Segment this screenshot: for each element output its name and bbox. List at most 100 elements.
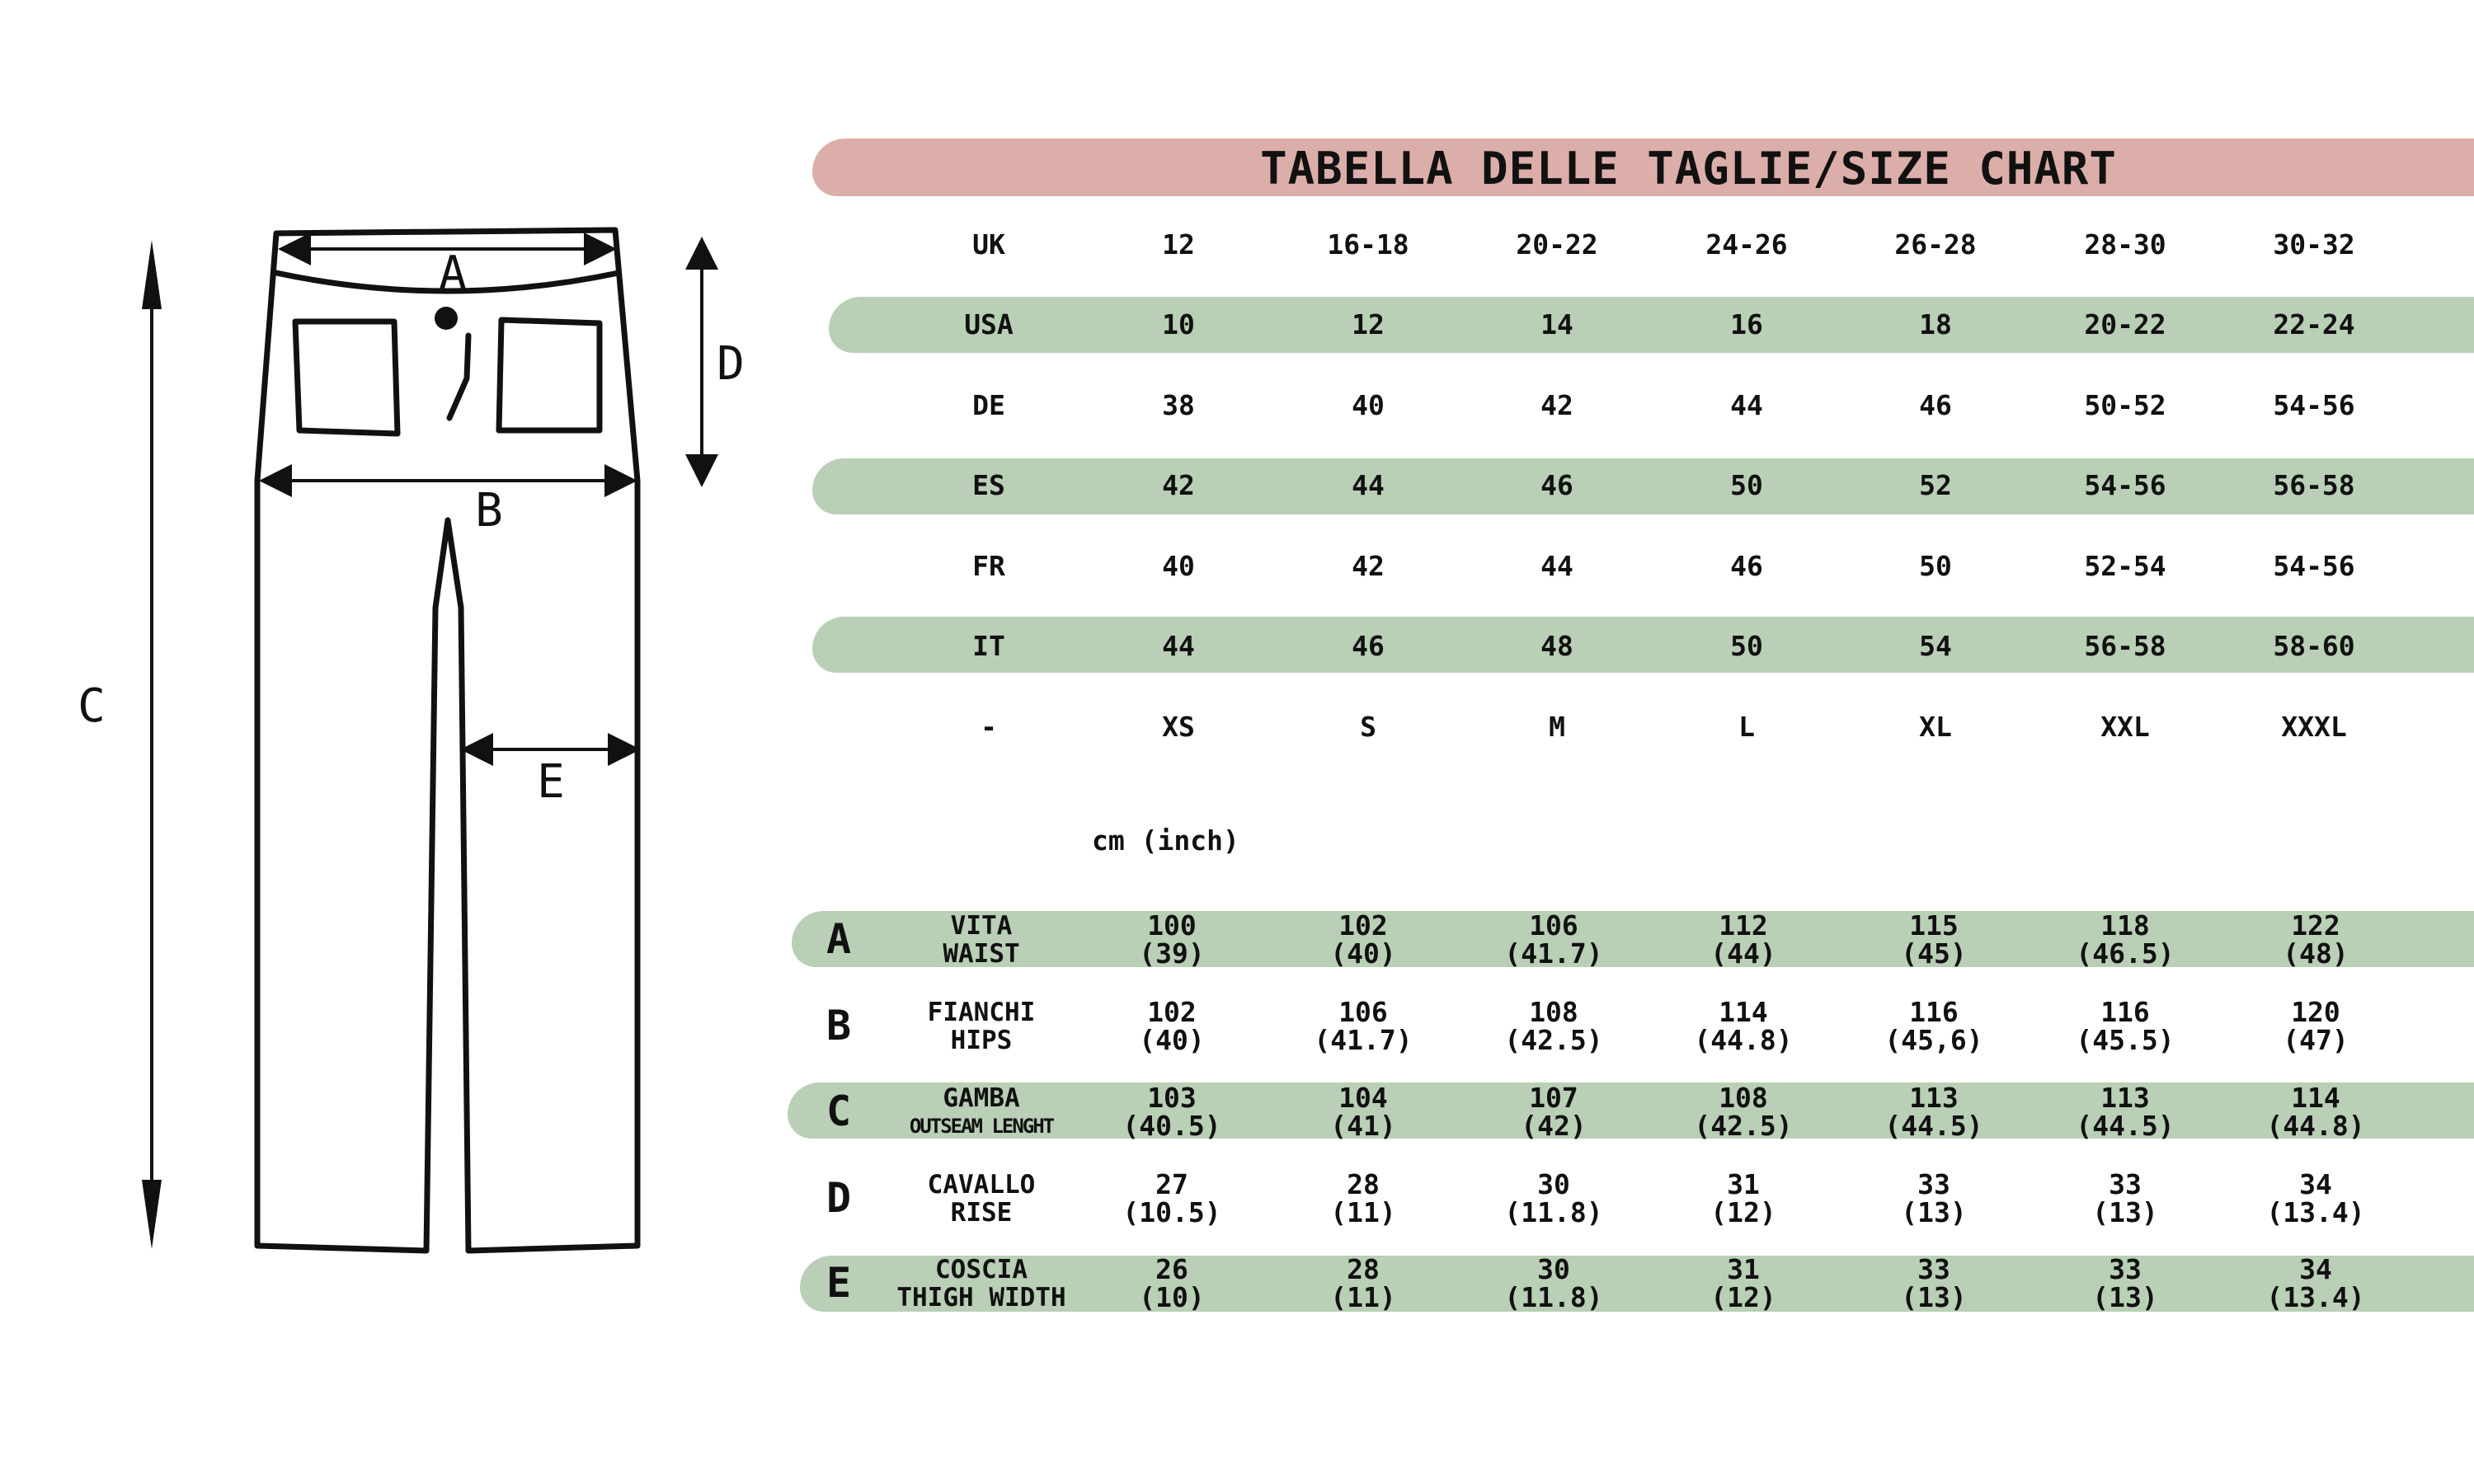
label-it: VITA — [950, 911, 1013, 941]
label-a: A — [439, 247, 467, 300]
measurement-cell: 114 (44.8) — [2221, 1084, 2411, 1140]
size-region-label: USA — [964, 308, 1014, 340]
value-inch: (47) — [2283, 1024, 2349, 1056]
value-inch: (48) — [2283, 937, 2349, 970]
label-c: C — [78, 679, 106, 733]
value-inch: (13) — [2092, 1196, 2158, 1228]
measurement-cell: 33 (13) — [2030, 1171, 2220, 1227]
value-inch: (10) — [1139, 1281, 1205, 1313]
value-cm: 33 — [1917, 1253, 1950, 1285]
size-cell: 56-58 — [2084, 630, 2166, 662]
value-inch: (11) — [1330, 1281, 1396, 1313]
title-band — [812, 139, 2474, 196]
size-cell: 22-24 — [2273, 308, 2355, 340]
measurement-cell: 102 (40) — [1077, 998, 1267, 1054]
value-inch: (13.4) — [2266, 1196, 2365, 1228]
measurement-letter: A — [826, 915, 852, 963]
measurement-cell: 120 (47) — [2221, 998, 2411, 1054]
size-cell: 46 — [1352, 630, 1385, 662]
measurement-cell: 33 (13) — [2030, 1256, 2220, 1312]
size-cell: 50 — [1730, 630, 1763, 662]
measurement-cell: 102 (40) — [1268, 912, 1458, 968]
size-cell: 54-56 — [2084, 469, 2166, 501]
measurement-cell: 106 (41.7) — [1459, 912, 1649, 968]
measurement-label: VITA WAIST — [874, 912, 1089, 968]
measurement-cell: 103 (40.5) — [1077, 1084, 1267, 1140]
measurement-cell: 115 (45) — [1839, 912, 2029, 968]
value-cm: 108 — [1719, 1082, 1768, 1114]
size-cell: 42 — [1540, 389, 1573, 421]
measurement-cell: 31 (12) — [1649, 1171, 1838, 1227]
measurement-cell: 100 (39) — [1077, 912, 1267, 968]
value-cm: 28 — [1347, 1253, 1380, 1285]
value-inch: (13) — [1901, 1196, 1967, 1228]
value-inch: (13.4) — [2266, 1281, 2365, 1313]
value-inch: (11.8) — [1504, 1281, 1603, 1313]
label-en: THIGH WIDTH — [896, 1283, 1066, 1313]
value-inch: (44.8) — [1694, 1024, 1793, 1056]
row-band — [800, 1256, 2474, 1312]
value-inch: (12) — [1710, 1281, 1776, 1313]
measurement-cell: 27 (10.5) — [1077, 1171, 1267, 1227]
value-cm: 30 — [1537, 1253, 1570, 1285]
value-inch: (41.7) — [1504, 937, 1603, 970]
value-inch: (45.5) — [2076, 1024, 2175, 1056]
measurement-cell: 104 (41) — [1268, 1084, 1458, 1140]
value-inch: (41.7) — [1314, 1024, 1413, 1056]
size-region-label: IT — [972, 630, 1005, 662]
value-cm: 112 — [1719, 909, 1768, 942]
measurement-letter: E — [826, 1259, 852, 1307]
size-cell: 42 — [1162, 469, 1195, 501]
value-inch: (44.5) — [2076, 1110, 2175, 1142]
value-cm: 102 — [1147, 996, 1197, 1028]
value-inch: (40) — [1139, 1024, 1205, 1056]
measurement-cell: 116 (45.5) — [2030, 998, 2220, 1054]
size-cell: XL — [1919, 711, 1952, 743]
value-cm: 31 — [1727, 1253, 1760, 1285]
measurement-cell: 31 (12) — [1649, 1256, 1838, 1312]
unit-label: cm (inch) — [1092, 824, 1239, 857]
row-band — [792, 911, 2474, 967]
size-cell: 26-28 — [1894, 228, 1977, 261]
size-cell: 50-52 — [2084, 389, 2166, 421]
value-cm: 27 — [1155, 1168, 1188, 1200]
page-title: TABELLA DELLE TAGLIE/SIZE CHART — [1260, 143, 2117, 195]
value-inch: (44.5) — [1884, 1110, 1983, 1142]
measurement-cell: 116 (45,6) — [1839, 998, 2029, 1054]
value-cm: 114 — [1719, 996, 1768, 1028]
value-inch: (42.5) — [1694, 1110, 1793, 1142]
value-cm: 115 — [1909, 909, 1959, 942]
value-cm: 33 — [1917, 1168, 1950, 1200]
measurement-cell: 113 (44.5) — [2030, 1084, 2220, 1140]
button-icon — [435, 307, 458, 330]
value-inch: (46.5) — [2076, 937, 2175, 970]
size-cell: L — [1738, 711, 1755, 743]
size-cell: 44 — [1162, 630, 1195, 662]
size-cell: XXXL — [2281, 711, 2347, 743]
size-cell: 42 — [1352, 550, 1385, 582]
waistband-line — [273, 270, 622, 294]
size-cell: 14 — [1540, 308, 1573, 340]
size-cell: 50 — [1730, 469, 1763, 501]
measurement-label: CAVALLO RISE — [874, 1171, 1089, 1227]
measurement-label: COSCIA THIGH WIDTH — [874, 1256, 1089, 1312]
size-cell: M — [1549, 711, 1565, 743]
pants-outline — [254, 227, 641, 1254]
measurement-letter: C — [826, 1087, 852, 1135]
label-en: HIPS — [950, 1026, 1013, 1055]
value-cm: 100 — [1147, 909, 1197, 942]
label-en: OUTSEAM LENGHT — [909, 1115, 1055, 1138]
value-inch: (10.5) — [1122, 1196, 1221, 1228]
measurement-cell: 33 (13) — [1839, 1256, 2029, 1312]
value-cm: 108 — [1529, 996, 1578, 1028]
value-cm: 102 — [1338, 909, 1388, 942]
size-region-label: ES — [972, 469, 1005, 501]
pants-diagram: A B C D E — [78, 227, 745, 1254]
measurement-cell: 33 (13) — [1839, 1171, 2029, 1227]
measurement-cell: 114 (44.8) — [1649, 998, 1838, 1054]
value-cm: 113 — [1909, 1082, 1959, 1114]
measurement-cell: 113 (44.5) — [1839, 1084, 2029, 1140]
value-cm: 34 — [2299, 1168, 2332, 1200]
row-band — [812, 458, 2474, 514]
label-d: D — [717, 337, 745, 391]
